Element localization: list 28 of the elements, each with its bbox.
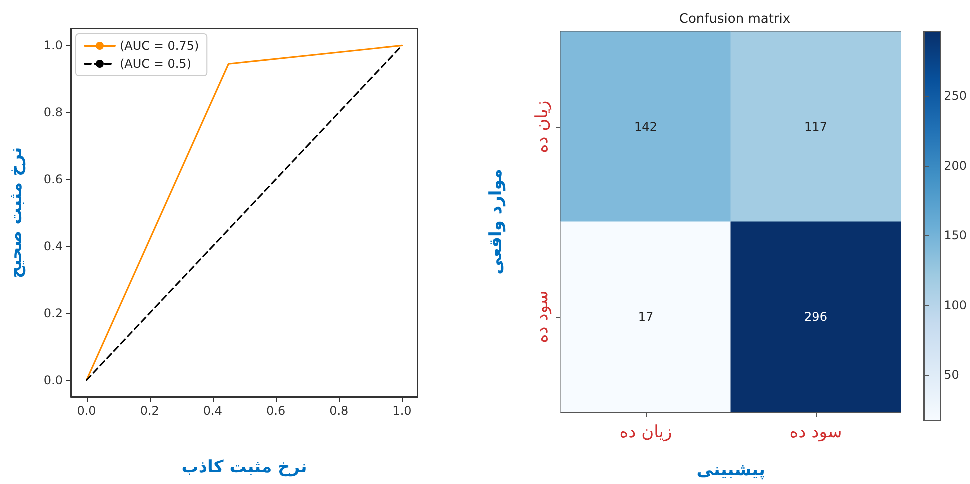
x-tick-label: 0.2 (140, 404, 160, 418)
color-bar-label: 150 (944, 228, 967, 243)
y-tick-label: 1.0 (44, 38, 63, 53)
data-label: 142 (634, 120, 658, 134)
y-tick-label: 0.2 (44, 306, 63, 320)
color-bar-label: 200 (944, 158, 967, 173)
y-tick-label: 0.4 (44, 239, 63, 254)
y-tick-label: 0.6 (44, 172, 63, 187)
x-tick-label: 1.0 (392, 404, 412, 418)
y-axis-title: نرخ مثبت صحیح (6, 147, 26, 279)
y-tick-label: 0.8 (44, 106, 63, 120)
x-tick-label: 0.0 (77, 404, 96, 418)
y-axis-title: موارد واقعی (486, 169, 506, 275)
x-tick-label: 0.6 (266, 404, 286, 418)
color-bar-label: 50 (944, 368, 960, 382)
chart-title: Confusion matrix (679, 12, 791, 27)
data-label: 296 (804, 310, 828, 324)
x-tick-label: 0.8 (330, 404, 349, 418)
y-tick-label: 0.0 (44, 373, 63, 388)
x-axis-title: نرخ مثبت کاذب (182, 458, 308, 478)
data-label: 17 (638, 310, 654, 324)
color-bar-label: 250 (944, 89, 967, 104)
color-bar-label: 100 (944, 298, 967, 312)
x-axis-title: پیشبینی (696, 460, 766, 480)
legend-label: (AUC = 0.75) (120, 39, 200, 53)
x-tick-label: 0.4 (203, 404, 222, 418)
legend-label: (AUC = 0.5) (120, 57, 192, 71)
data-label: 117 (804, 120, 828, 134)
